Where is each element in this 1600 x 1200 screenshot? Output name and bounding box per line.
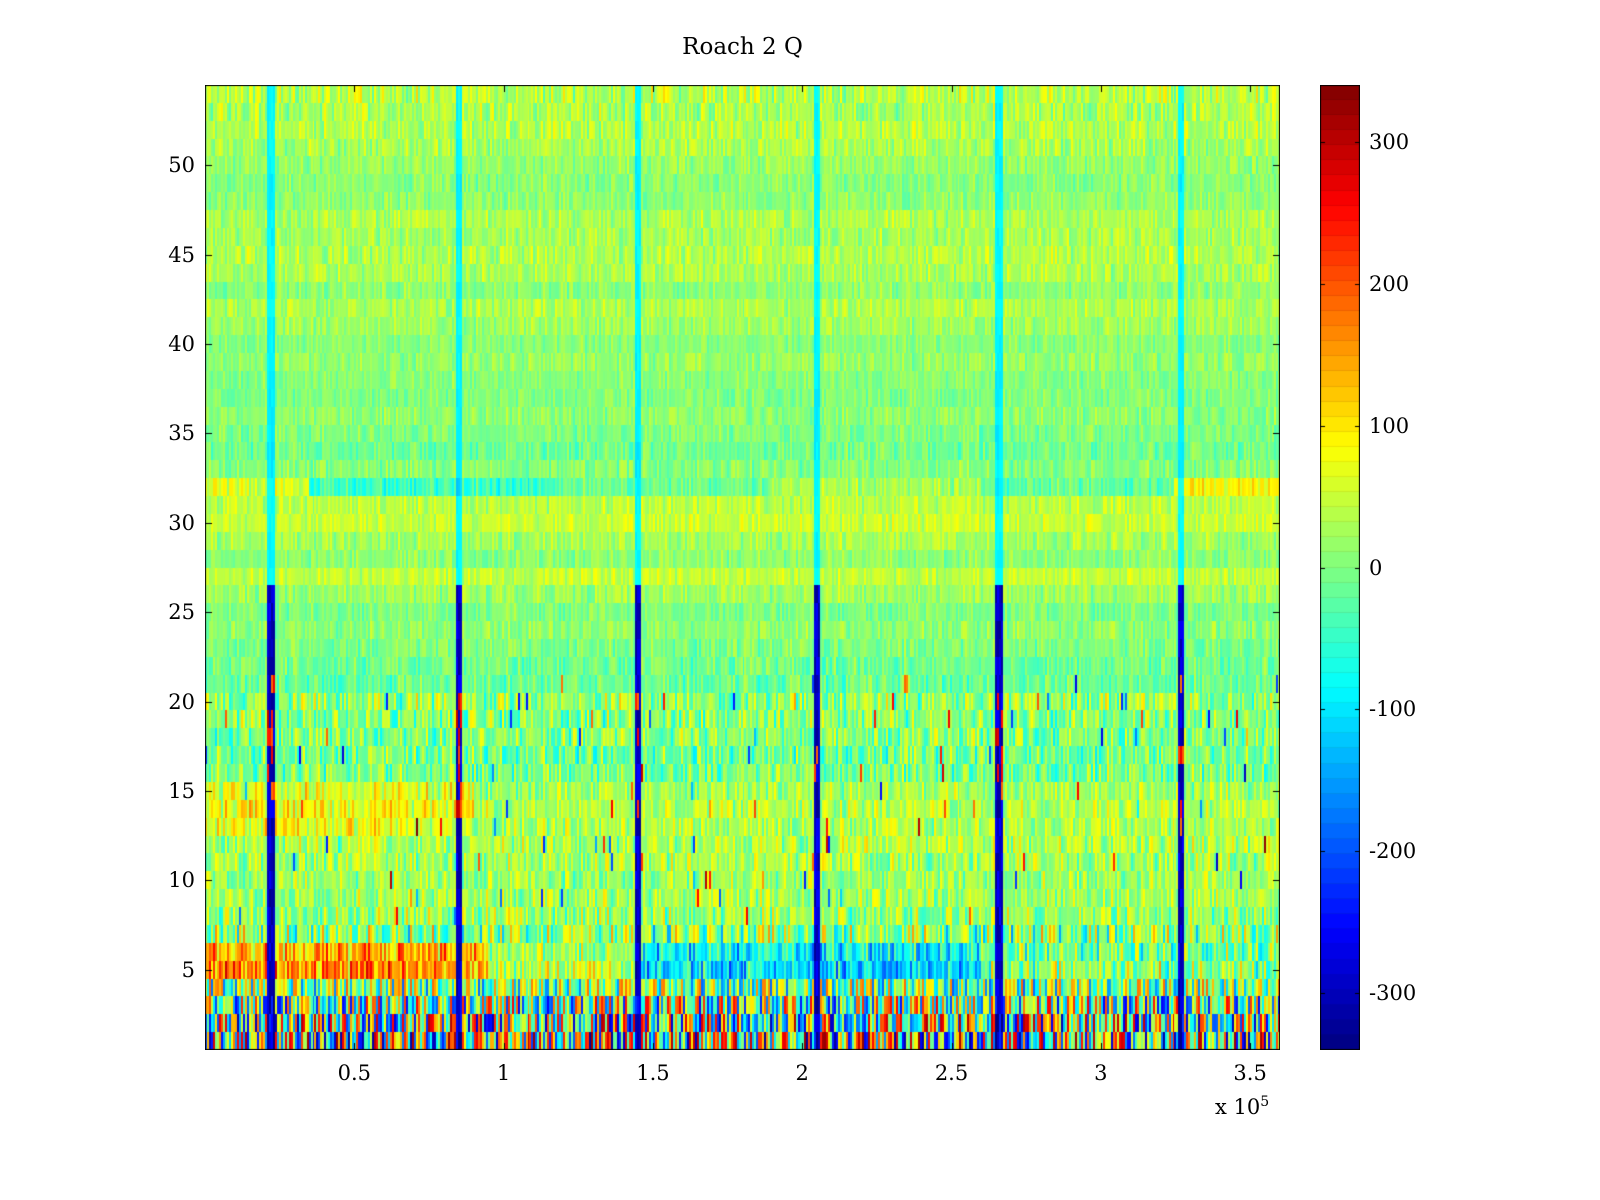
x-tick-label: 2: [795, 1061, 809, 1085]
colorbar-canvas: [1320, 85, 1360, 1050]
y-tick-label: 50: [168, 153, 195, 178]
x-tick-label: 1.5: [636, 1061, 670, 1085]
offset-base: x 10: [1215, 1095, 1261, 1119]
y-tick-label: 25: [168, 600, 195, 625]
y-tick-label: 15: [168, 778, 195, 803]
y-tick-label: 10: [168, 868, 195, 893]
x-tick-label: 3: [1094, 1061, 1108, 1085]
x-tick-label: 0.5: [337, 1061, 371, 1085]
colorbar-tick-label: -200: [1369, 839, 1417, 864]
colorbar-tick-label: -100: [1369, 697, 1417, 722]
x-tick-label: 2.5: [934, 1061, 969, 1085]
x-tick-label: 1: [496, 1061, 511, 1085]
y-tick-label: 30: [168, 510, 195, 535]
y-tick-label: 5: [181, 957, 195, 982]
colorbar-tick-label: 0: [1369, 555, 1383, 580]
y-tick-label: 40: [168, 332, 195, 357]
colorbar-tick-label: 200: [1369, 271, 1410, 296]
y-tick-label: 20: [168, 689, 195, 714]
colorbar-tick-label: 300: [1369, 129, 1410, 154]
x-tick-label: 3.5: [1233, 1061, 1267, 1085]
y-tick-label: 35: [168, 421, 195, 446]
colorbar-tick-label: -300: [1369, 981, 1417, 1006]
colorbar-tick-label: 100: [1369, 413, 1410, 438]
y-tick-label: 45: [168, 242, 195, 267]
heatmap-canvas: [205, 85, 1280, 1050]
chart-title: Roach 2 Q: [682, 34, 803, 60]
offset-exponent: 5: [1260, 1094, 1270, 1110]
x-axis-offset-label: x 105: [1215, 1094, 1269, 1119]
